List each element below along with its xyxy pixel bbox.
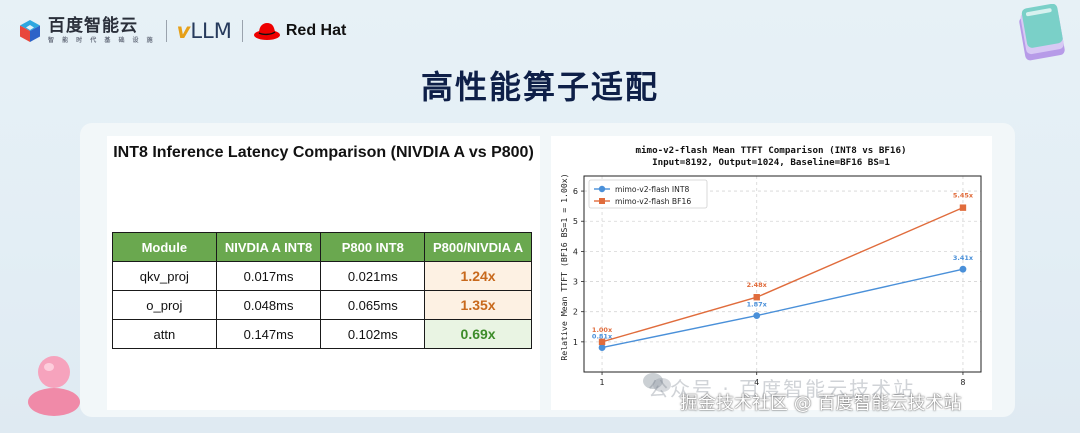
data-label: 3.41x bbox=[953, 254, 974, 262]
y-tick-label: 6 bbox=[573, 187, 578, 196]
redhat-logo: Red Hat bbox=[253, 20, 346, 42]
cell-module: qkv_proj bbox=[112, 261, 217, 291]
series-line bbox=[601, 207, 964, 343]
vllm-logo: vLLM bbox=[176, 19, 232, 43]
data-label: 0.81x bbox=[592, 333, 613, 341]
plot-frame bbox=[583, 175, 982, 373]
plot-area: 1 2 3 4 5 6 1 4 8 0.81x 1.87x 3.41x 1.00x 2.48x 5.45x m… bbox=[573, 175, 982, 387]
data-point bbox=[753, 294, 760, 301]
header-logos: 百度智能云 智 能 时 代 基 础 设 施 vLLM Red Hat bbox=[18, 14, 346, 48]
baidu-name: 百度智能云 bbox=[48, 16, 138, 36]
table-row: attn 0.147ms 0.102ms 0.69x bbox=[112, 319, 532, 349]
cell-ratio: 1.35x bbox=[424, 290, 532, 320]
legend-box bbox=[588, 179, 708, 209]
legend-marker bbox=[599, 198, 605, 204]
y-axis-label: Relative Mean TTFT (BF16 BS=1 = 1.00x) bbox=[559, 173, 569, 360]
y-tick-label: 1 bbox=[573, 338, 578, 347]
chart-subtitle: Input=8192, Output=1024, Baseline=BF16 B… bbox=[652, 157, 890, 168]
data-point bbox=[959, 265, 967, 273]
data-point bbox=[598, 344, 606, 351]
data-point bbox=[959, 204, 967, 211]
y-tick-label: 4 bbox=[573, 247, 578, 256]
redhat-text: Red Hat bbox=[285, 22, 347, 39]
cell-nvidia: 0.147ms bbox=[215, 319, 322, 349]
y-tick-label: 3 bbox=[573, 278, 578, 287]
redhat-hat-icon bbox=[253, 23, 280, 40]
books-illustration-icon bbox=[1019, 4, 1065, 61]
data-label: 5.45x bbox=[953, 192, 974, 200]
person-illustration-icon bbox=[28, 356, 80, 416]
legend-marker bbox=[598, 185, 606, 193]
column-header-p800: P800 INT8 bbox=[320, 232, 426, 262]
data-point bbox=[753, 312, 761, 320]
data-label: 2.48x bbox=[747, 281, 768, 289]
chart-title: mimo-v2-flash Mean TTFT Comparison (INT8… bbox=[635, 145, 906, 156]
ttft-line-chart: mimo-v2-flash Mean TTFT Comparison (INT8… bbox=[559, 145, 982, 387]
x-tick-label: 4 bbox=[754, 378, 759, 387]
cell-ratio: 0.69x bbox=[424, 319, 532, 349]
cell-p800: 0.021ms bbox=[320, 261, 426, 291]
wechat-icon bbox=[643, 373, 671, 392]
latency-comparison-table: Module NIVDIA A INT8 P800 INT8 P800/NIVD… bbox=[112, 232, 532, 349]
cell-ratio: 1.24x bbox=[424, 261, 532, 291]
data-label: 1.00x bbox=[592, 326, 613, 334]
data-label: 1.87x bbox=[747, 301, 768, 309]
cell-module: o_proj bbox=[112, 290, 217, 320]
cell-p800: 0.065ms bbox=[320, 290, 426, 320]
table-title: INT8 Inference Latency Comparison (NIVDI… bbox=[113, 144, 534, 161]
watermark-faded: 公众号 · 百度智能云技术站 bbox=[648, 377, 916, 401]
logo-divider bbox=[165, 20, 167, 42]
column-header-nvidia: NIVDIA A INT8 bbox=[215, 232, 322, 262]
y-tick-label: 2 bbox=[573, 308, 578, 317]
series-line bbox=[601, 268, 964, 349]
cell-module: attn bbox=[112, 319, 217, 349]
cell-p800: 0.102ms bbox=[320, 319, 426, 349]
table-row: qkv_proj 0.017ms 0.021ms 1.24x bbox=[112, 261, 532, 291]
baidu-tagline: 智 能 时 代 基 础 设 施 bbox=[48, 37, 156, 44]
x-tick-label: 8 bbox=[960, 378, 965, 387]
watermark-text: 掘金技术社区 @ 百度智能云技术站 bbox=[680, 393, 962, 414]
baidu-cloud-logo-icon bbox=[20, 20, 40, 42]
table-row: o_proj 0.048ms 0.065ms 1.35x bbox=[112, 290, 532, 320]
slide-title: 高性能算子适配 bbox=[420, 68, 659, 106]
baidu-brand: 百度智能云 智 能 时 代 基 础 设 施 bbox=[48, 18, 156, 44]
column-header-ratio: P800/NIVDIA A bbox=[424, 232, 532, 262]
data-point bbox=[598, 338, 606, 346]
cell-nvidia: 0.048ms bbox=[215, 290, 322, 320]
legend-label: mimo-v2-flash INT8 bbox=[615, 185, 689, 194]
logo-divider bbox=[241, 20, 243, 42]
cell-nvidia: 0.017ms bbox=[215, 261, 322, 291]
table-header-row: Module NIVDIA A INT8 P800 INT8 P800/NIVD… bbox=[112, 232, 532, 262]
y-tick-label: 5 bbox=[573, 217, 578, 226]
column-header-module: Module bbox=[112, 232, 217, 262]
x-tick-label: 1 bbox=[599, 378, 604, 387]
legend-label: mimo-v2-flash BF16 bbox=[615, 197, 691, 206]
